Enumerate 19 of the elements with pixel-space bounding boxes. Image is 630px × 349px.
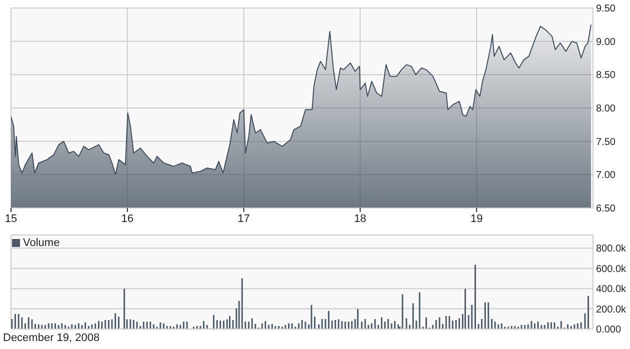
x-tick-label: 16 [121, 212, 134, 225]
y-tick-label: 400.0k [596, 284, 628, 296]
y-tick-label: 9.50 [596, 4, 616, 15]
y-tick-label: 600.0k [596, 264, 628, 275]
y-tick-label: 8.00 [596, 104, 616, 115]
x-tick-label: 15 [4, 212, 18, 225]
y-tick-label: 200.0k [596, 304, 628, 316]
x-tick-label: 18 [354, 212, 366, 225]
text: December 19, 2008 [3, 332, 100, 344]
y-tick-label: 6.50 [596, 204, 616, 215]
y-tick-label: 7.50 [596, 136, 616, 148]
y-tick-label: 8.50 [596, 70, 616, 82]
x-tick-label: 17 [238, 212, 250, 225]
y-tick-label: 9.00 [596, 36, 616, 48]
y-tick-label: 0.000 [596, 324, 622, 336]
x-tick-label: 19 [470, 212, 483, 225]
y-tick-label: 800.0k [596, 244, 628, 255]
y-tick-label: 7.00 [596, 170, 616, 182]
legend-label: Volume [23, 237, 60, 249]
